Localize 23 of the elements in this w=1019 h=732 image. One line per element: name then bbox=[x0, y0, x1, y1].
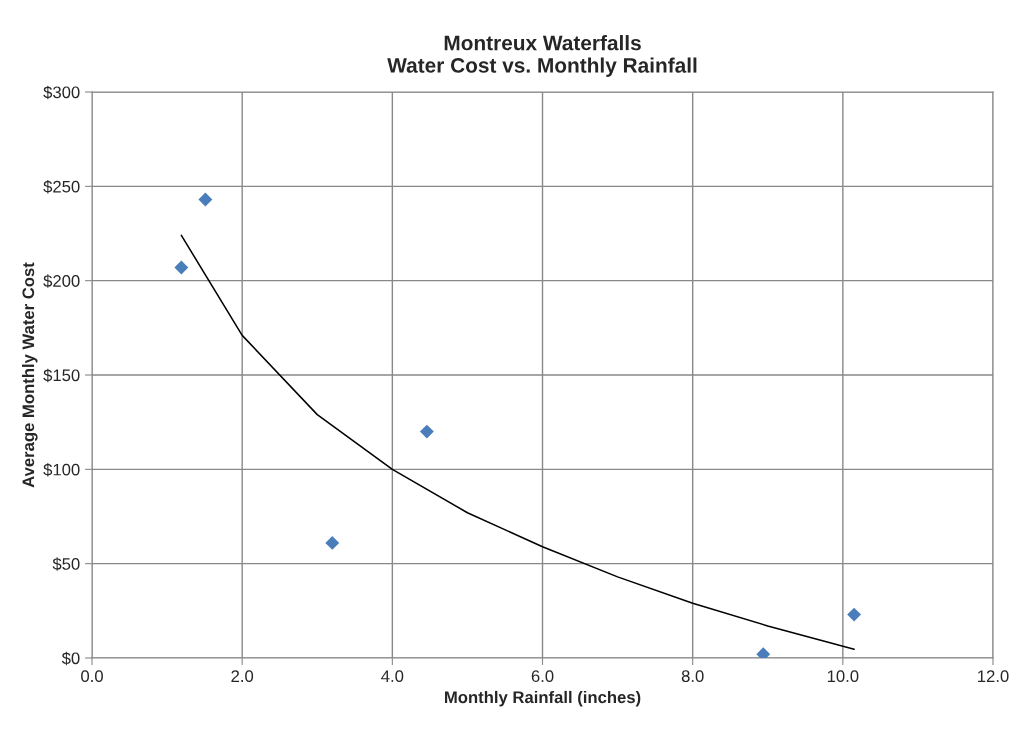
chart-title: Montreux Waterfalls Water Cost vs. Monthly Rainfall bbox=[387, 35, 697, 77]
point bbox=[847, 607, 862, 622]
point bbox=[174, 260, 189, 275]
y-axis-title: Average Monthly Water Cost bbox=[21, 262, 38, 488]
y-tick-label: $300 bbox=[43, 85, 80, 100]
x-tick-label: 6.0 bbox=[531, 670, 554, 683]
y-tick-label: $250 bbox=[43, 180, 80, 194]
point bbox=[325, 535, 340, 550]
y-tick-label: $150 bbox=[43, 368, 80, 383]
y-tick-label: $0 bbox=[61, 651, 80, 666]
x-tick-label: 12.0 bbox=[978, 670, 1009, 683]
point bbox=[419, 424, 434, 439]
x-tick-label: 4.0 bbox=[381, 670, 404, 683]
y-tick-label: $100 bbox=[43, 463, 80, 477]
point bbox=[198, 192, 213, 207]
x-tick-label: 10.0 bbox=[827, 670, 859, 683]
x-tick-label: 2.0 bbox=[231, 670, 254, 683]
y-tick-label: $50 bbox=[52, 557, 80, 571]
line-series bbox=[180, 234, 855, 651]
y-tick-label: $200 bbox=[43, 274, 80, 288]
x-tick-label: 8.0 bbox=[681, 670, 704, 683]
x-tick-label: 0.0 bbox=[81, 670, 103, 683]
x-axis-title: Monthly Rainfall (inches) bbox=[445, 690, 641, 707]
